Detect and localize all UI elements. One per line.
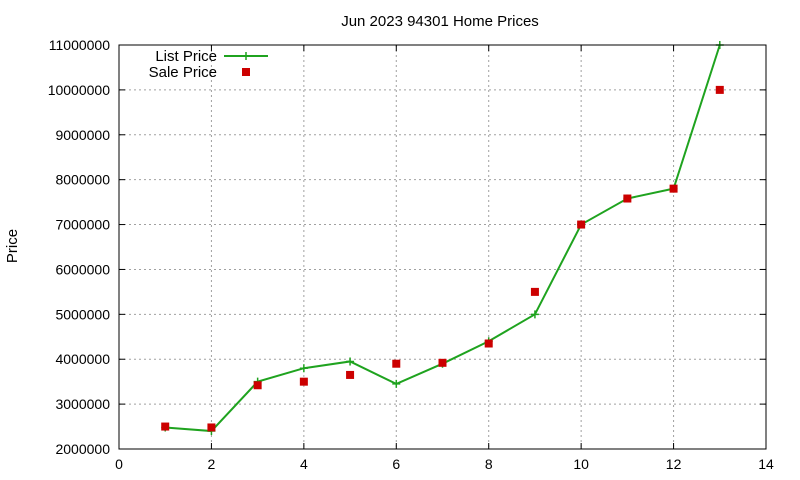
data-point [623,194,632,203]
data-point [530,310,539,319]
chart-title: Jun 2023 94301 Home Prices [341,13,539,30]
plot-frame [118,44,767,450]
data-point [484,339,493,348]
data-point [530,287,539,296]
x-tick-label: 14 [758,456,774,472]
legend-label: Sale Price [149,64,217,81]
grid-lines [119,45,766,449]
series-sale-price [161,85,724,432]
tick-labels: 0 2 4 6 8 10 12 14 2000000 3000000 4000000 5000000 6… [48,37,774,472]
y-tick-label: 7000000 [55,217,110,233]
y-tick-label: 2000000 [55,441,110,457]
data-point [299,377,308,386]
data-point [669,184,678,193]
data-point [438,358,447,367]
data-point [346,370,355,379]
data-point [392,379,401,388]
y-tick-label: 3000000 [55,396,110,412]
data-point [207,423,216,432]
y-tick-label: 5000000 [55,306,110,322]
data-point [577,220,586,229]
y-tick-label: 6000000 [55,261,110,277]
y-tick-label: 9000000 [55,127,110,143]
series-layer [161,41,724,436]
data-point [253,381,262,390]
x-tick-label: 2 [208,456,216,472]
data-point [299,364,308,373]
data-point [346,357,355,366]
data-point [161,422,170,431]
x-tick-label: 8 [485,456,493,472]
y-tick-label: 4000000 [55,351,110,367]
data-point [392,359,401,368]
data-point [715,85,724,94]
x-tick-label: 4 [300,456,308,472]
legend-swatch-marker [242,52,250,60]
y-tick-label: 8000000 [55,172,110,188]
x-tick-label: 12 [666,456,682,472]
y-axis-title: Price [4,229,21,263]
legend-label: List Price [155,48,217,65]
x-tick-label: 10 [573,456,589,472]
x-tick-label: 6 [392,456,400,472]
series-line [165,44,721,433]
axis-ticks [118,44,767,450]
y-tick-label: 11000000 [49,37,110,53]
series-list-price [161,41,724,436]
x-tick-label: 0 [115,456,123,472]
y-tick-label: 10000000 [48,82,111,98]
legend-swatch-marker [242,68,250,76]
